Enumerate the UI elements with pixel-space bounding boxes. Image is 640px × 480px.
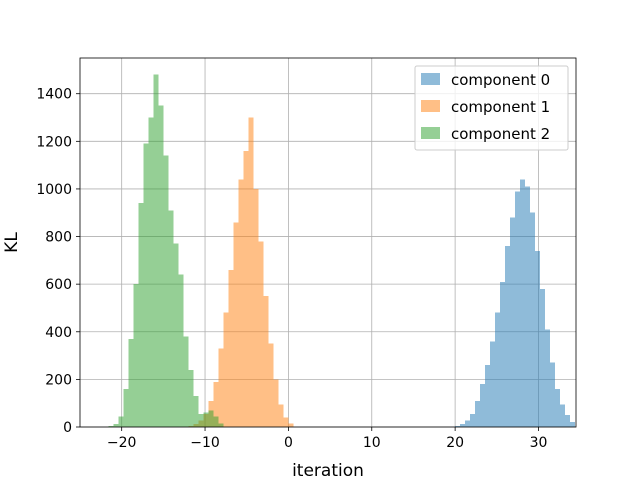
x-tick-label: 20 [446, 435, 464, 451]
bars-layer [108, 74, 576, 428]
histogram-bar [565, 415, 571, 427]
legend-label-0: component 0 [451, 71, 550, 89]
histogram-bar [555, 388, 561, 427]
histogram-bar [148, 117, 154, 428]
histogram-bar [138, 203, 144, 427]
histogram-bar [238, 179, 244, 427]
histogram-bar [490, 341, 496, 427]
histogram-bar [263, 296, 269, 427]
histogram-bar [173, 243, 179, 427]
histogram-bar [198, 413, 204, 427]
histogram-bar [158, 105, 164, 427]
histogram-bar [118, 416, 124, 427]
histogram-bar [535, 250, 541, 427]
histogram-bar [455, 426, 461, 427]
y-tick-label: 600 [45, 277, 72, 293]
y-tick-label: 1200 [36, 134, 72, 150]
histogram-bar [505, 246, 511, 427]
histogram-bar [113, 424, 119, 427]
histogram-bar [525, 186, 531, 427]
x-tick-label: 30 [530, 435, 548, 451]
histogram-bar [183, 336, 189, 427]
histogram-bar [510, 217, 516, 427]
series-2 [108, 74, 224, 428]
legend-label-2: component 2 [451, 125, 550, 143]
histogram-bar [545, 329, 551, 427]
histogram-bar [283, 417, 289, 427]
histogram-bar [495, 312, 501, 427]
series-0 [455, 179, 576, 427]
histogram-bar [475, 400, 481, 427]
x-tick-label: 10 [363, 435, 381, 451]
legend-swatch-1 [421, 100, 440, 112]
histogram-bar [193, 396, 199, 427]
histogram-bar [213, 416, 219, 427]
histogram-bar [218, 348, 224, 427]
histogram-bar [550, 362, 556, 427]
histogram-bar [540, 288, 546, 427]
legend: component 0 component 1 component 2 [414, 65, 569, 151]
histogram-bar [288, 423, 294, 427]
histogram-bar [530, 212, 536, 427]
x-axis-label: iteration [292, 461, 364, 480]
y-tick-label: 400 [45, 325, 72, 341]
histogram-bar [213, 381, 219, 427]
legend-swatch-2 [421, 127, 440, 139]
histogram-bar [168, 210, 174, 427]
histogram-bar [143, 143, 149, 427]
histogram-bar [228, 269, 234, 427]
y-tick-label: 200 [45, 372, 72, 388]
histogram-bar [560, 404, 566, 427]
histogram-bar [500, 281, 506, 427]
y-tick-label: 1000 [36, 182, 72, 198]
ticks-layer: −20 −10 0 10 20 30 0 200 400 600 800 1000 1200 1400 [36, 87, 547, 451]
histogram-bar [188, 369, 194, 427]
histogram-bar [153, 74, 159, 427]
histogram-bar [253, 188, 259, 427]
x-tick-label: −10 [190, 435, 220, 451]
histogram-bar [223, 312, 229, 427]
plot-frame [79, 57, 577, 428]
histogram-bar [268, 343, 274, 427]
histogram-bar [203, 412, 209, 427]
histogram-bar [128, 338, 134, 427]
histogram-bar [570, 422, 576, 427]
histogram-bar [133, 284, 139, 427]
histogram-bar [485, 365, 491, 427]
y-tick-label: 1400 [36, 87, 72, 103]
histogram-bar [108, 425, 114, 427]
histogram-bar [178, 274, 184, 427]
histogram-bar [278, 404, 284, 427]
y-axis-label: KL [2, 232, 22, 253]
histogram-bar [515, 191, 521, 427]
histogram-bar [470, 413, 476, 427]
histogram-bar [163, 155, 169, 427]
series-1 [188, 117, 294, 428]
histogram-bar [273, 379, 279, 427]
legend-swatch-0 [421, 73, 440, 85]
histogram-bar [123, 388, 129, 427]
x-tick-label: 0 [284, 435, 293, 451]
histogram-bar [520, 179, 526, 427]
histogram-bar [258, 241, 264, 427]
histogram-bar [218, 423, 224, 427]
y-tick-label: 800 [45, 230, 72, 246]
y-tick-label: 0 [63, 420, 72, 436]
histogram-bar [460, 424, 466, 427]
x-tick-label: −20 [107, 435, 137, 451]
histogram-bar [480, 384, 486, 427]
histogram-bar [243, 150, 249, 427]
histogram-bar [208, 410, 214, 427]
histogram-bar [233, 222, 239, 427]
histogram-bar [465, 420, 471, 427]
legend-label-1: component 1 [451, 98, 550, 116]
histogram-bar [248, 117, 254, 428]
legend-box [414, 65, 569, 151]
